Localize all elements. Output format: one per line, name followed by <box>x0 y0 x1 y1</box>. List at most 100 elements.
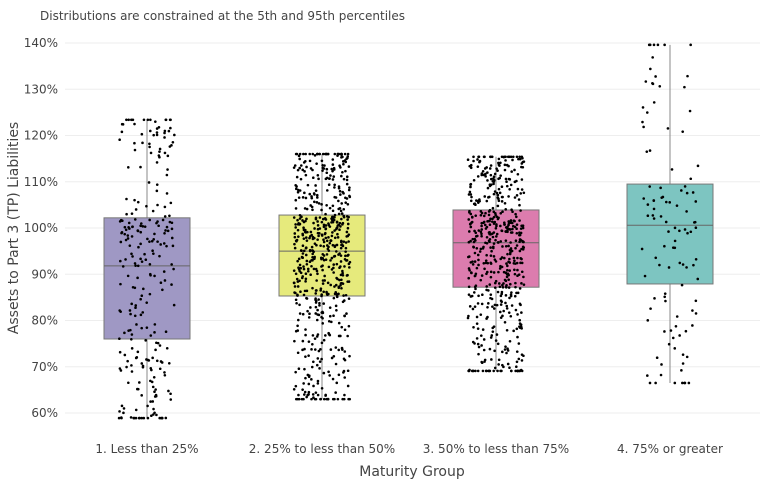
data-point <box>504 239 508 242</box>
data-point <box>301 339 305 343</box>
data-point <box>304 280 307 283</box>
data-point <box>468 190 472 194</box>
x-tick-label: 3. 50% to less than 75% <box>423 442 569 456</box>
data-point <box>509 241 512 244</box>
data-point <box>124 228 128 232</box>
data-point <box>339 284 342 287</box>
data-point <box>687 381 691 385</box>
data-point <box>520 257 523 261</box>
data-point <box>497 199 501 203</box>
data-point <box>479 230 483 234</box>
data-point <box>494 339 498 342</box>
data-point <box>347 280 351 283</box>
data-point <box>129 416 133 419</box>
data-point <box>329 283 333 287</box>
data-point <box>296 259 299 263</box>
data-point <box>678 334 681 337</box>
data-point <box>496 196 500 199</box>
data-point <box>504 286 508 289</box>
data-point <box>673 347 677 350</box>
data-point <box>146 118 150 122</box>
data-point <box>510 369 513 373</box>
data-point <box>126 237 130 240</box>
data-point <box>680 283 684 287</box>
data-point <box>483 267 486 271</box>
data-point <box>329 174 332 177</box>
data-point <box>476 158 479 161</box>
data-point <box>694 200 698 203</box>
data-point <box>484 227 488 230</box>
data-point <box>120 416 123 419</box>
data-point <box>340 156 343 159</box>
data-point <box>340 286 343 290</box>
data-point <box>506 349 510 352</box>
data-point <box>468 211 471 214</box>
data-point <box>119 310 122 313</box>
data-point <box>505 328 509 332</box>
data-point <box>335 220 339 224</box>
data-point <box>165 346 169 350</box>
data-point <box>500 300 504 304</box>
data-point <box>476 253 480 257</box>
data-point <box>318 360 322 363</box>
data-point <box>515 223 519 226</box>
data-point <box>499 224 502 228</box>
data-point <box>338 228 341 231</box>
data-point <box>501 314 504 318</box>
data-point <box>509 282 512 286</box>
data-point <box>142 118 146 122</box>
data-point <box>481 247 485 250</box>
data-point <box>476 234 479 238</box>
data-point <box>302 267 306 271</box>
data-point <box>315 162 318 165</box>
data-point <box>306 269 310 273</box>
data-point <box>304 173 308 177</box>
data-point <box>509 183 513 187</box>
data-point <box>313 227 316 230</box>
data-point <box>292 281 296 285</box>
data-point <box>305 259 309 263</box>
data-point <box>479 334 483 337</box>
data-point <box>334 346 338 349</box>
data-point <box>133 218 137 221</box>
data-point <box>314 217 318 221</box>
data-point <box>305 289 309 293</box>
data-point <box>294 384 298 388</box>
data-point <box>310 397 313 401</box>
data-point <box>302 265 305 268</box>
data-point <box>659 215 663 218</box>
data-point <box>134 356 138 360</box>
data-point <box>320 294 323 298</box>
data-point <box>513 225 517 229</box>
data-point <box>488 167 492 170</box>
data-point <box>123 225 127 229</box>
data-point <box>168 214 171 218</box>
data-point <box>467 293 471 296</box>
data-point <box>518 238 522 241</box>
data-point <box>304 328 307 331</box>
data-point <box>474 231 478 235</box>
data-point <box>328 241 332 245</box>
data-point <box>311 342 314 346</box>
data-point <box>333 215 336 219</box>
data-point <box>342 162 345 166</box>
data-point <box>134 306 137 309</box>
data-point <box>469 271 473 274</box>
data-point <box>338 252 341 255</box>
data-point <box>335 262 339 266</box>
points <box>117 118 176 420</box>
data-point <box>478 159 482 163</box>
data-point <box>489 336 493 339</box>
data-point <box>483 167 487 170</box>
data-point <box>152 237 156 241</box>
data-point <box>333 229 336 232</box>
data-point <box>315 201 319 204</box>
data-point <box>668 201 672 204</box>
data-point <box>337 321 341 325</box>
data-point <box>305 239 309 242</box>
data-point <box>481 328 485 331</box>
data-point <box>471 237 475 241</box>
data-point <box>155 413 158 417</box>
data-point <box>295 152 299 156</box>
data-point <box>329 239 333 242</box>
